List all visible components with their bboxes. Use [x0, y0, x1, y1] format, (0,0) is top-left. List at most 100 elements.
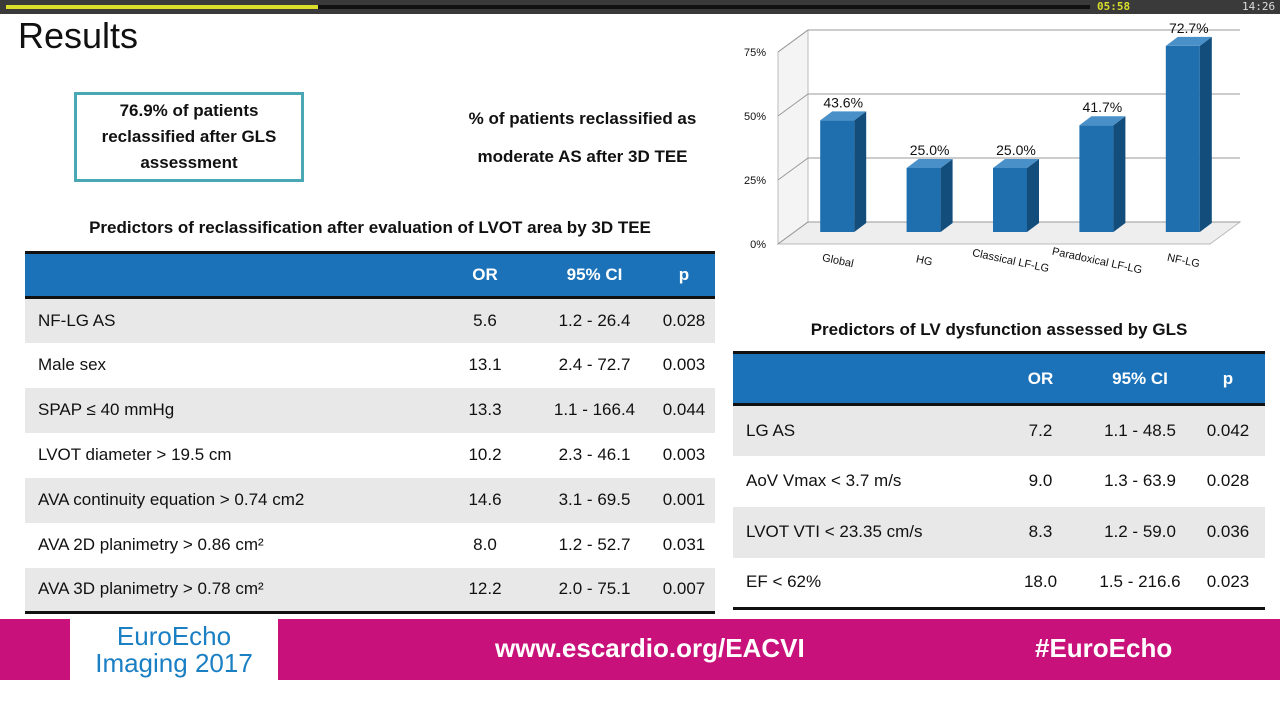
- chart-category-label: NF-LG: [1166, 252, 1201, 271]
- chart-bar: [1165, 45, 1200, 232]
- chart-bar-side: [854, 111, 867, 232]
- chart-bar-side: [1199, 36, 1212, 232]
- table-row: Male sex 13.1 2.4 - 72.7 0.003: [25, 342, 715, 388]
- chart-bar: [906, 168, 941, 232]
- chart-bar-side: [1027, 159, 1039, 232]
- p-cell: 0.028: [662, 310, 706, 330]
- predictors-lv-dysfunction-table: OR 95% CI p LG AS 7.2 1.1 - 48.5 0.042 AoV …: [733, 351, 1265, 610]
- p-cell: 0.023: [1206, 572, 1250, 592]
- reclassification-callout: 76.9% of patients reclassified after GLS…: [74, 92, 304, 182]
- predictor-cell: LVOT VTI < 23.35 cm/s: [746, 522, 923, 541]
- p-cell: 0.003: [662, 445, 706, 464]
- table-header-row: OR 95% CI p: [733, 352, 1265, 405]
- predictor-cell: NF-LG AS: [38, 310, 116, 330]
- table-row: LVOT VTI < 23.35 cm/s 8.3 1.2 - 59.0 0.036: [733, 506, 1265, 558]
- p-cell: 0.003: [662, 355, 706, 374]
- chart-bar-top: [993, 159, 1039, 168]
- table-row: NF-LG AS 5.6 1.2 - 26.4 0.028: [25, 297, 715, 343]
- table-row: AoV Vmax < 3.7 m/s 9.0 1.3 - 63.9 0.028: [733, 455, 1265, 507]
- or-cell: 18.0: [1023, 572, 1058, 592]
- or-cell: 13.1: [468, 355, 502, 374]
- chart-caption-line1: % of patients reclassified as: [468, 109, 697, 128]
- footer-banner: EuroEcho Imaging 2017 www.escardio.org/E…: [0, 619, 1280, 680]
- table-header-row: OR 95% CI p: [25, 252, 715, 298]
- chart-bar-top: [1165, 36, 1212, 46]
- p-cell: 0.036: [1206, 522, 1250, 541]
- chart-ytick-label: 25%: [744, 175, 766, 187]
- chart-category-label: Paradoxical LF-LG: [1051, 246, 1143, 277]
- p-cell: 0.001: [662, 490, 706, 509]
- table-header-cell: [733, 352, 992, 405]
- table-row: LVOT diameter > 19.5 cm 10.2 2.3 - 46.1 0.0…: [25, 432, 715, 478]
- chart-ytick-label: 75%: [744, 47, 766, 59]
- chart-bar-side: [1113, 116, 1126, 232]
- p-cell: 0.044: [662, 400, 706, 419]
- chart-caption: % of patients reclassified as moderate A…: [440, 100, 725, 176]
- ci-cell: 3.1 - 69.5: [558, 490, 631, 509]
- table-row: EF < 62% 18.0 1.5 - 216.6 0.023: [733, 557, 1265, 609]
- logo-line1: EuroEcho: [116, 621, 232, 651]
- table-header-cell: 95% CI: [1089, 352, 1191, 405]
- or-cell: 8.0: [473, 535, 497, 554]
- total-time: 14:26: [1242, 0, 1276, 13]
- predictor-cell: EF < 62%: [746, 572, 822, 592]
- chart-data-label: 25.0%: [996, 142, 1036, 158]
- predictor-cell: AVA 3D planimetry > 0.78 cm²: [38, 579, 264, 599]
- logo-line2: Imaging 2017: [95, 648, 253, 678]
- reclassification-bar-chart: 0% 25% 50% 75% 43.6% Global 25.0% HG 25.0% Classi…: [744, 20, 1242, 277]
- elapsed-time: 05:58: [1097, 0, 1131, 13]
- chart-bar-top: [820, 111, 867, 121]
- callout-text: 76.9% of patients reclassified after GLS…: [101, 101, 277, 172]
- chart-gridline: [777, 29, 1240, 53]
- predictor-cell: SPAP ≤ 40 mmHg: [38, 400, 175, 419]
- chart-caption-line2: moderate AS after 3D TEE: [477, 147, 688, 166]
- chart-data-label: 25.0%: [910, 142, 950, 158]
- chart-bar: [993, 168, 1027, 232]
- or-cell: 8.3: [1028, 522, 1053, 541]
- p-cell: 0.042: [1206, 420, 1250, 440]
- ci-cell: 1.5 - 216.6: [1099, 572, 1181, 592]
- chart-data-label: 43.6%: [823, 94, 863, 110]
- chart-data-label: 41.7%: [1083, 99, 1123, 115]
- table1-title: Predictors of reclassification after eva…: [89, 218, 651, 237]
- chart-ytick-label: 0%: [750, 239, 766, 251]
- p-cell: 0.007: [662, 579, 706, 599]
- or-cell: 9.0: [1028, 471, 1053, 490]
- or-cell: 7.2: [1028, 420, 1053, 440]
- ci-cell: 1.2 - 26.4: [558, 310, 631, 330]
- p-cell: 0.031: [662, 535, 706, 554]
- ci-cell: 1.2 - 59.0: [1104, 522, 1176, 541]
- table-row: AVA 3D planimetry > 0.78 cm² 12.2 2.0 - 75…: [25, 567, 715, 613]
- chart-side-wall: [777, 29, 809, 245]
- table2-title: Predictors of LV dysfunction assessed by…: [810, 320, 1188, 339]
- chart-bar-top: [1079, 116, 1126, 126]
- chart-category-label: Global: [821, 252, 855, 270]
- predictors-reclassification-table: OR 95% CI p NF-LG AS 5.6 1.2 - 26.4 0.028 M…: [25, 251, 715, 614]
- or-cell: 13.3: [468, 400, 502, 419]
- table-row: LG AS 7.2 1.1 - 48.5 0.042: [733, 404, 1265, 456]
- table-row: AVA continuity equation > 0.74 cm2 14.6 3.…: [25, 477, 715, 523]
- chart-data-label: 72.7%: [1169, 20, 1209, 36]
- ci-cell: 2.4 - 72.7: [558, 355, 631, 374]
- predictor-cell: AVA 2D planimetry > 0.86 cm²: [38, 535, 264, 554]
- predictor-cell: AVA continuity equation > 0.74 cm2: [38, 490, 305, 509]
- or-cell: 14.6: [468, 490, 502, 509]
- table-header-cell: 95% CI: [536, 252, 653, 298]
- ci-cell: 2.0 - 75.1: [558, 579, 631, 599]
- video-progress-fill: [6, 5, 319, 9]
- predictor-cell: LVOT diameter > 19.5 cm: [38, 445, 232, 464]
- video-progress-bar[interactable]: [6, 5, 1090, 9]
- table-header-cell: OR: [434, 252, 536, 298]
- or-cell: 5.6: [473, 310, 497, 330]
- predictor-cell: AoV Vmax < 3.7 m/s: [746, 471, 902, 490]
- p-cell: 0.028: [1206, 471, 1250, 490]
- chart-ytick-label: 50%: [744, 111, 766, 123]
- table-header-cell: [25, 252, 434, 298]
- footer-hashtag: #EuroEcho: [1035, 633, 1173, 663]
- ci-cell: 1.1 - 48.5: [1104, 420, 1176, 440]
- chart-bar: [820, 120, 855, 232]
- chart-gridline: [777, 93, 1240, 117]
- footer-url: www.escardio.org/EACVI: [495, 633, 805, 663]
- table-row: AVA 2D planimetry > 0.86 cm² 8.0 1.2 - 52.…: [25, 522, 715, 568]
- table-header-cell: p: [653, 252, 715, 298]
